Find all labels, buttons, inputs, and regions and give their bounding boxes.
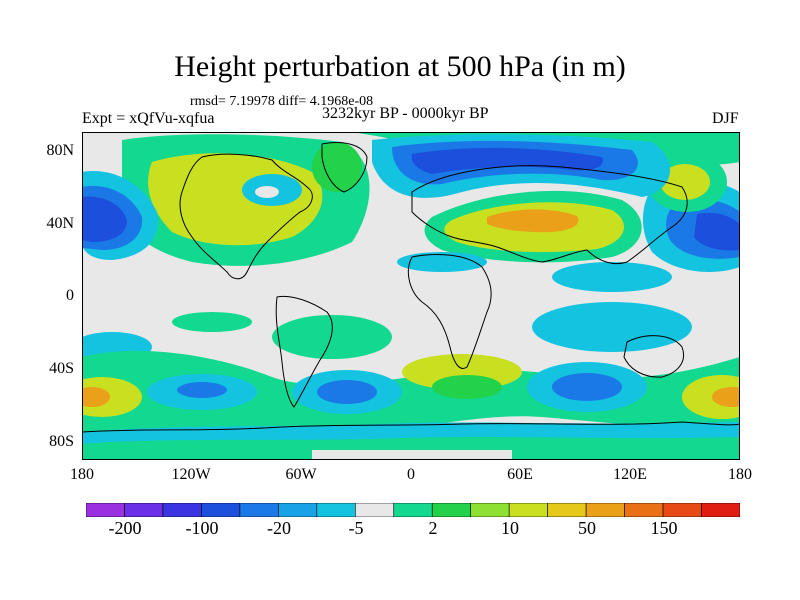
- anomaly-south-pacific-blue-mid-core: [177, 382, 227, 398]
- coast-eurasia: [411, 165, 688, 265]
- colorbar-box: [162, 503, 202, 517]
- coast-greenland: [321, 142, 368, 193]
- anomaly-tropical-pacific-green: [172, 312, 252, 332]
- coast-africa: [407, 253, 492, 369]
- anomaly-india-blue: [552, 262, 672, 292]
- anomaly-south-africa-green: [432, 375, 502, 399]
- anomaly-north-pacific-blue-right-dark: [694, 212, 740, 251]
- colorbar-box: [585, 503, 625, 517]
- colorbar-box: [393, 503, 433, 517]
- anomaly-south-indian-blue-core: [552, 373, 622, 401]
- y-tick-40n: 40N: [46, 215, 74, 232]
- season-label: DJF: [712, 110, 739, 127]
- x-tick-180w: 180: [70, 466, 94, 483]
- x-tick-120w: 120W: [171, 466, 211, 483]
- anomaly-atlantic-blue: [397, 252, 487, 272]
- colorbar-label-7: 50: [578, 518, 596, 538]
- colorbar-box: [470, 503, 510, 517]
- map-title: Height perturbation at 500 hPa (in m): [174, 50, 626, 83]
- coastlines: [82, 142, 740, 433]
- colorbar-box: [508, 503, 548, 517]
- colorbar-box: [86, 503, 125, 517]
- colorbar-box: [431, 503, 472, 517]
- map-border: [82, 132, 740, 460]
- anomaly-antarctic-green: [82, 437, 740, 460]
- colorbar-box: [278, 503, 318, 517]
- anomaly-south-pacific-right-orange: [712, 387, 740, 407]
- map-plot: [82, 132, 740, 460]
- anomaly-southern-green-band: [82, 350, 740, 432]
- colorbar-label-4: -5: [348, 518, 364, 538]
- anomaly-south-pacific-left-orange: [82, 387, 110, 407]
- x-tick-180e: 180: [728, 466, 752, 483]
- colorbar-box: [547, 503, 587, 517]
- colorbar-box: [701, 503, 740, 517]
- stats-line: rmsd= 7.19978 diff= 4.1968e-08: [190, 94, 374, 109]
- anomaly-asia-ridge-orange: [487, 209, 579, 233]
- colorbar-boxes: [86, 503, 740, 517]
- coast-south-america: [275, 295, 333, 408]
- period-label: 3232kyr BP - 0000kyr BP: [322, 105, 489, 122]
- colorbar-label-6: 10: [501, 518, 519, 538]
- coast-australia: [623, 335, 685, 378]
- y-tick-80n: 80N: [46, 142, 74, 159]
- colorbar-label-3: -20: [267, 518, 291, 538]
- x-tick-120e: 120E: [613, 466, 647, 483]
- colorbar-label-8: 150: [650, 518, 678, 538]
- anomaly-south-pacific-left-yellow: [82, 377, 142, 417]
- colorbar: [86, 503, 740, 517]
- anomaly-eurasia-blue-dark: [411, 147, 603, 174]
- y-tick-0: 0: [66, 287, 74, 304]
- anomaly-south-pacific-right-yellow: [682, 375, 740, 419]
- anomaly-hudson-core: [255, 186, 279, 198]
- colorbar-box: [124, 503, 164, 517]
- colorbar-box: [316, 503, 356, 517]
- x-tick-60e: 60E: [507, 466, 533, 483]
- colorbar-box: [354, 503, 395, 517]
- experiment-label: Expt = xQfVu-xqfua: [82, 110, 215, 127]
- colorbar-box: [624, 503, 664, 517]
- colorbar-label-2: -100: [185, 518, 219, 538]
- anomaly-brazil-green: [272, 315, 392, 359]
- coast-antarctica: [82, 421, 740, 433]
- anomaly-kamchatka-yellow: [660, 164, 710, 200]
- anomaly-greenland-green: [312, 142, 362, 192]
- y-tick-40s: 40S: [49, 360, 74, 377]
- colorbar-box: [201, 503, 241, 517]
- x-tick-60w: 60W: [285, 466, 317, 483]
- anomaly-antarctic-core: [312, 450, 512, 460]
- anomaly-indian-ocean-blue: [532, 302, 692, 352]
- anomaly-south-atlantic-blue-core: [317, 380, 377, 404]
- coast-north-america: [179, 153, 313, 280]
- anomaly-north-pacific-blue-left-dark: [82, 196, 127, 242]
- colorbar-box: [662, 503, 702, 517]
- colorbar-box: [239, 503, 279, 517]
- x-tick-0: 0: [407, 466, 415, 483]
- colorbar-label-1: -200: [108, 518, 142, 538]
- colorbar-label-5: 2: [428, 518, 438, 538]
- y-tick-80s: 80S: [49, 433, 74, 450]
